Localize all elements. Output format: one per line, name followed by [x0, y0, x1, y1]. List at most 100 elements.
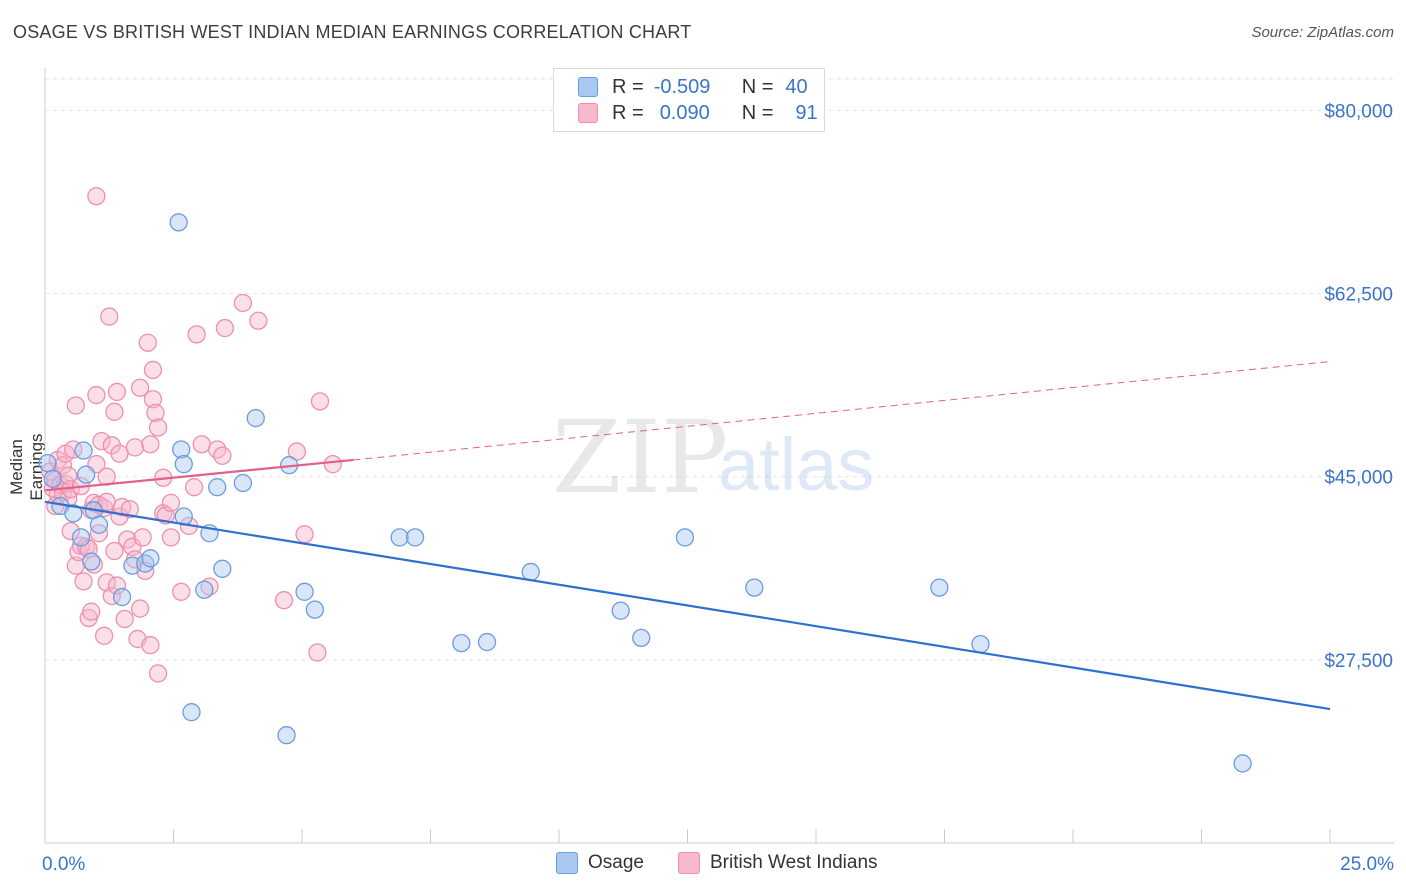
chart-title: OSAGE VS BRITISH WEST INDIAN MEDIAN EARN…: [13, 22, 692, 42]
osage-point: [1233, 754, 1252, 773]
bwi-point: [105, 541, 124, 561]
osage-point: [390, 528, 409, 547]
osage-point: [136, 554, 155, 573]
bwi-point: [110, 444, 129, 463]
bwi-point: [200, 577, 219, 596]
osage-point: [174, 454, 193, 474]
osage-point: [195, 580, 214, 599]
osage-point: [233, 473, 253, 493]
bwi-point: [233, 293, 253, 313]
bwi-point: [187, 325, 206, 344]
stats-row-bwi: R = 0.090 N = 91: [578, 100, 818, 126]
osage-point: [246, 408, 265, 428]
stats-legend: R = -0.509 N = 40 R = 0.090 N = 91: [553, 68, 825, 132]
bwi-point: [94, 626, 114, 645]
y-tick-label: $45,000: [1324, 468, 1393, 489]
bwi-point: [184, 478, 204, 497]
osage-point: [64, 504, 83, 523]
trend-lines: [44, 361, 1331, 711]
bwi-point: [146, 403, 165, 423]
bwi-point: [130, 378, 150, 397]
osage-point: [405, 528, 425, 547]
bwi-point: [82, 602, 101, 621]
osage-point: [611, 601, 630, 620]
osage-swatch: [578, 77, 598, 97]
bwi-point: [87, 187, 106, 206]
bwi-point: [141, 636, 160, 655]
osage-point: [971, 635, 990, 654]
y-tick-label: $62,500: [1324, 285, 1393, 306]
osage-point: [43, 469, 62, 488]
bwi-point: [143, 390, 163, 409]
watermark: ZIP atlas: [552, 399, 874, 516]
r-value: 0.090: [659, 101, 710, 124]
bwi-swatch: [578, 103, 598, 123]
bwi-point: [92, 431, 111, 451]
osage-point: [632, 628, 651, 648]
x-tick-label-max: 25.0%: [1340, 854, 1394, 875]
bwi-point: [66, 396, 85, 415]
bwi-point: [172, 582, 191, 601]
bwi-point: [100, 307, 119, 326]
bwi-point: [105, 402, 124, 421]
bwi-point: [115, 609, 134, 629]
stats-row-osage: R = -0.509 N = 40: [578, 74, 808, 100]
osage-point: [295, 582, 314, 601]
bwi-trend-extrapolated: [353, 361, 1331, 461]
osage-points: [38, 213, 1252, 773]
gridlines: [45, 78, 1394, 661]
bwi-point: [141, 435, 160, 454]
n-label: N =: [741, 101, 774, 124]
bwi-point: [148, 664, 168, 683]
bwi-point: [120, 499, 139, 519]
bwi-point: [130, 599, 150, 618]
bwi-point: [161, 528, 181, 547]
osage-point: [38, 453, 57, 473]
y-tick-labels: $27,500 $45,000 $62,500 $80,000: [1324, 101, 1393, 671]
x-tick-label-min: 0.0%: [42, 854, 85, 875]
osage-legend-label: Osage: [588, 852, 644, 873]
bwi-point: [133, 528, 152, 547]
bwi-point: [53, 456, 73, 475]
source-note: Source: ZipAtlas.com: [1251, 24, 1394, 41]
osage-point: [213, 559, 232, 578]
bwi-point: [107, 382, 127, 402]
bwi-point: [287, 442, 307, 461]
osage-point: [71, 528, 91, 547]
osage-point: [112, 587, 132, 607]
bwi-point: [213, 446, 232, 465]
osage-point: [305, 600, 325, 619]
bwi-point: [249, 311, 268, 330]
bwi-point: [61, 521, 80, 541]
osage-point: [930, 578, 949, 597]
y-tick-label: $27,500: [1324, 651, 1393, 672]
r-label: R =: [612, 101, 644, 124]
osage-point: [277, 726, 296, 745]
bwi-point: [84, 555, 103, 574]
osage-point: [521, 562, 540, 582]
n-value: 40: [785, 75, 808, 98]
british-west-indians-points: [40, 187, 342, 683]
y-tick-label: $80,000: [1324, 101, 1393, 122]
osage-point: [208, 478, 227, 497]
osage-legend-swatch: [556, 852, 578, 874]
bwi-point: [125, 438, 145, 457]
r-value: -0.509: [653, 75, 711, 98]
osage-point: [141, 549, 160, 568]
bwi-legend-swatch: [677, 852, 700, 874]
osage-point: [477, 632, 497, 652]
osage-trend-line: [44, 500, 1331, 711]
bwi-point: [87, 385, 106, 405]
watermark-zip: ZIP: [552, 399, 728, 516]
bwi-point: [215, 318, 235, 338]
osage-point: [745, 578, 764, 597]
bwi-legend-label: British West Indians: [709, 852, 878, 873]
bwi-point: [58, 466, 78, 485]
bwi-point: [138, 333, 157, 352]
bwi-point: [161, 493, 181, 513]
osage-point: [74, 441, 93, 460]
bwi-point: [143, 360, 163, 380]
n-value: 91: [795, 101, 818, 124]
osage-point: [172, 440, 191, 459]
